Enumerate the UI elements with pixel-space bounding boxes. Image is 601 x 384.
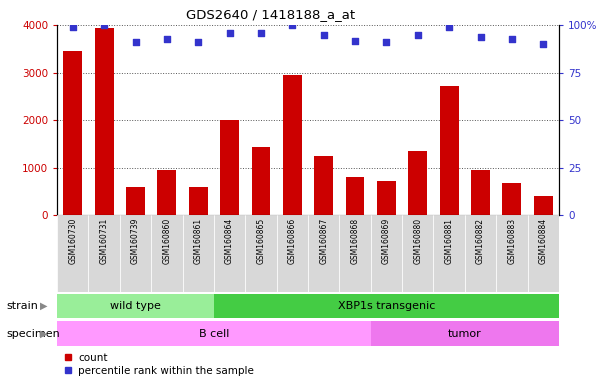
Point <box>68 24 78 30</box>
Point <box>225 30 234 36</box>
Text: GSM160865: GSM160865 <box>257 218 266 264</box>
Text: tumor: tumor <box>448 329 482 339</box>
Text: GSM160739: GSM160739 <box>131 218 140 264</box>
Point <box>413 32 423 38</box>
Bar <box>126 187 145 215</box>
Point <box>382 40 391 46</box>
Bar <box>440 86 459 215</box>
Bar <box>214 215 245 292</box>
Bar <box>340 215 371 292</box>
Bar <box>63 51 82 215</box>
Bar <box>57 215 88 292</box>
Bar <box>245 215 276 292</box>
Text: GSM160731: GSM160731 <box>100 218 109 264</box>
Point <box>256 30 266 36</box>
Bar <box>151 215 183 292</box>
Point <box>538 41 548 48</box>
Text: ▶: ▶ <box>40 329 47 339</box>
Bar <box>183 215 214 292</box>
Bar <box>57 321 371 346</box>
Bar <box>433 215 465 292</box>
Point <box>130 40 140 46</box>
Text: specimen: specimen <box>6 329 59 339</box>
Text: ▶: ▶ <box>40 301 47 311</box>
Text: GSM160868: GSM160868 <box>350 218 359 264</box>
Bar <box>502 183 521 215</box>
Text: XBP1s transgenic: XBP1s transgenic <box>338 301 435 311</box>
Bar <box>314 156 333 215</box>
Bar <box>189 187 208 215</box>
Bar <box>276 215 308 292</box>
Text: GSM160882: GSM160882 <box>476 218 485 264</box>
Text: GSM160730: GSM160730 <box>69 218 78 264</box>
Point <box>99 22 109 28</box>
Text: GSM160880: GSM160880 <box>413 218 423 264</box>
Bar <box>465 215 496 292</box>
Bar <box>88 215 120 292</box>
Text: GSM160884: GSM160884 <box>538 218 548 264</box>
Bar <box>534 197 553 215</box>
Text: GSM160869: GSM160869 <box>382 218 391 264</box>
Bar <box>528 215 559 292</box>
Bar <box>471 170 490 215</box>
Bar <box>371 215 402 292</box>
Bar <box>496 215 528 292</box>
Bar <box>377 181 396 215</box>
Text: GSM160864: GSM160864 <box>225 218 234 264</box>
Bar <box>408 151 427 215</box>
Bar <box>57 294 214 318</box>
Bar <box>157 170 176 215</box>
Text: GSM160860: GSM160860 <box>162 218 171 264</box>
Bar <box>95 28 114 215</box>
Text: wild type: wild type <box>110 301 161 311</box>
Point <box>194 40 203 46</box>
Text: GSM160866: GSM160866 <box>288 218 297 264</box>
Point <box>507 36 517 42</box>
Text: GDS2640 / 1418188_a_at: GDS2640 / 1418188_a_at <box>186 8 355 22</box>
Text: GSM160867: GSM160867 <box>319 218 328 264</box>
Bar <box>120 215 151 292</box>
Bar <box>308 215 340 292</box>
Text: GSM160861: GSM160861 <box>194 218 203 264</box>
Text: GSM160881: GSM160881 <box>445 218 454 264</box>
Bar <box>371 321 559 346</box>
Bar <box>402 215 433 292</box>
Bar <box>252 147 270 215</box>
Bar <box>220 121 239 215</box>
Legend: count, percentile rank within the sample: count, percentile rank within the sample <box>63 353 254 376</box>
Bar <box>346 177 364 215</box>
Text: strain: strain <box>6 301 38 311</box>
Text: B cell: B cell <box>199 329 229 339</box>
Point <box>350 38 360 44</box>
Bar <box>214 294 559 318</box>
Point <box>444 24 454 30</box>
Bar <box>283 75 302 215</box>
Point <box>476 34 486 40</box>
Point <box>287 22 297 28</box>
Text: GSM160883: GSM160883 <box>507 218 516 264</box>
Point <box>319 32 329 38</box>
Point <box>162 36 172 42</box>
